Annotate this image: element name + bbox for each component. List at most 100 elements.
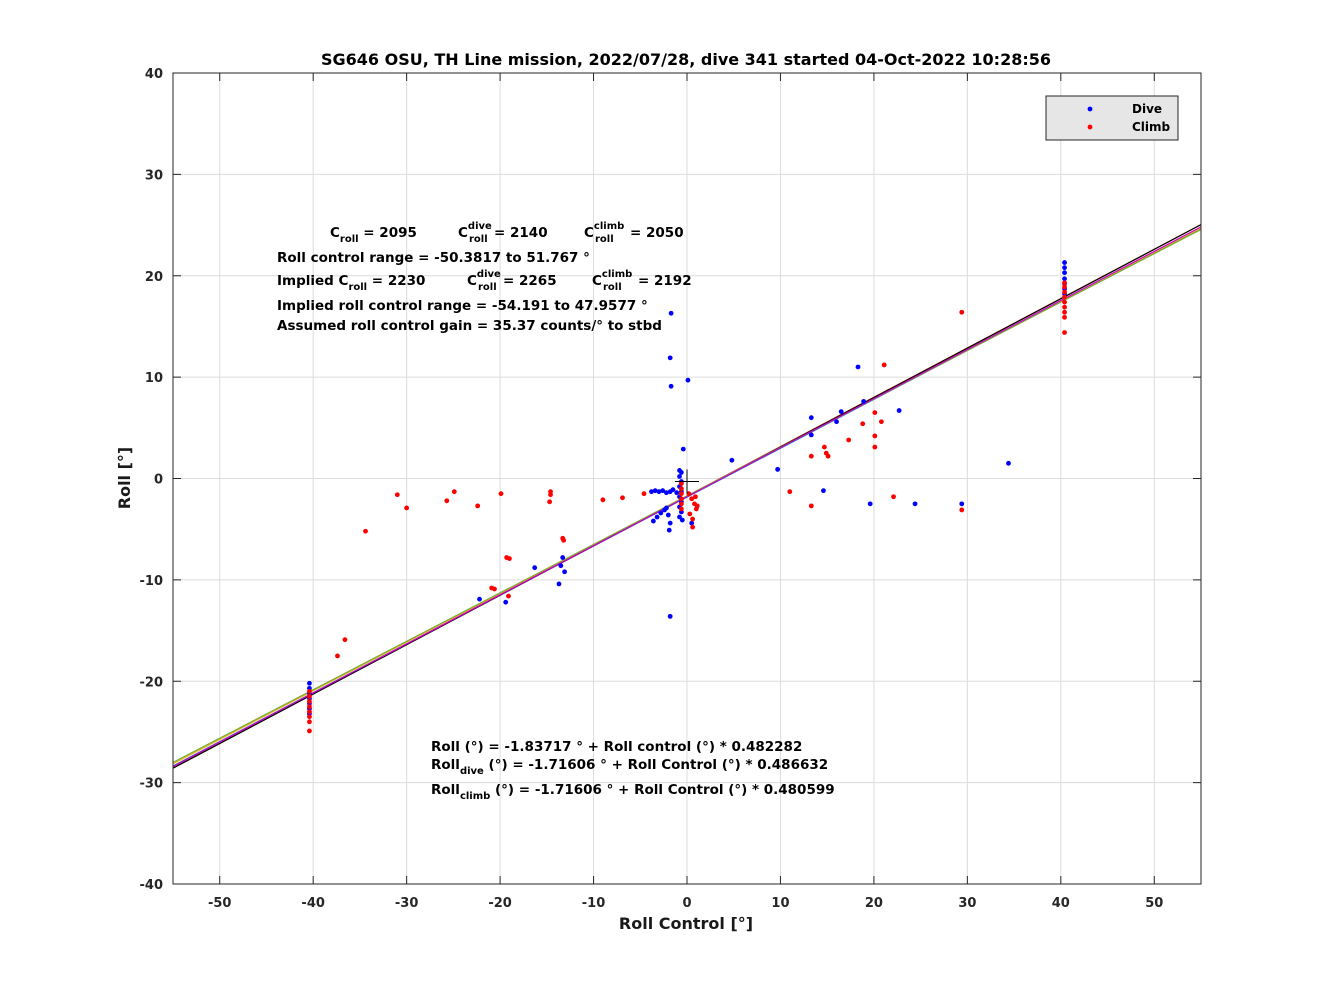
c-roll-dive-value: = 2140 [494, 225, 548, 241]
implied-c-roll-climb-value: = 2192 [638, 273, 692, 289]
y-tick-label: 30 [145, 168, 163, 183]
x-tick-label: 30 [958, 896, 976, 911]
climb-point [1062, 294, 1067, 300]
dive-point [667, 613, 673, 619]
climb-point [678, 491, 684, 497]
c-roll-dive-annotation: Cdive [458, 221, 492, 241]
climb-point [506, 593, 511, 599]
climb-point [307, 699, 312, 704]
climb-point [825, 453, 831, 459]
dive-point [680, 446, 686, 452]
climb-point [1062, 314, 1067, 320]
fit-line [172, 228, 1202, 763]
y-tick-label: 20 [145, 270, 163, 285]
dive-point [821, 488, 826, 494]
climb-point [451, 489, 457, 495]
y-tick-label: 40 [145, 67, 163, 82]
climb-point [620, 495, 625, 501]
dive-point [656, 489, 662, 495]
plot-area: -50 -40 -30 -20 -10 0 10 20 30 40 50 -40 -30 -20 -10 0 1… [140, 67, 1202, 911]
climb-point [821, 444, 827, 450]
dive-point [838, 409, 844, 414]
x-tick-label: -30 [395, 896, 419, 911]
climb-point [959, 309, 965, 315]
climb-point [363, 528, 368, 534]
climb-point [335, 653, 340, 659]
climb-point [507, 556, 512, 561]
fit-line [172, 226, 1202, 768]
climb-point [678, 486, 684, 492]
climb-point [891, 494, 896, 500]
dive-point [503, 599, 509, 605]
fit-lines [172, 224, 1202, 769]
climb-point [1062, 289, 1067, 295]
y-tick-label: -20 [140, 675, 164, 690]
x-tick-label: -50 [208, 896, 232, 911]
legend-climb-label: Climb [1132, 120, 1171, 134]
ticks: -50 -40 -30 -20 -10 0 10 20 30 40 50 -40 -30 -20 -10 0 1… [140, 67, 1201, 911]
climb-point [600, 497, 606, 503]
y-axis-label: Roll [°] [115, 447, 134, 509]
dive-point [689, 520, 695, 526]
implied-c-roll: Implied Croll = 2230 [277, 273, 425, 293]
dive-point [896, 408, 902, 413]
dive-point [664, 490, 669, 496]
dive-point [558, 563, 564, 569]
climb-point [687, 511, 693, 517]
climb-point [846, 437, 852, 443]
dive-point [855, 364, 861, 370]
climb-point [689, 496, 695, 502]
roll-control-range: Roll control range = -50.3817 to 51.767 … [277, 250, 590, 266]
climb-point [808, 453, 814, 459]
climb-point [548, 492, 553, 498]
dive-point [729, 457, 735, 463]
climb-point [686, 491, 692, 497]
climb-point [394, 492, 400, 498]
climb-point [1062, 280, 1067, 286]
dive-point [685, 377, 691, 383]
dive-point [861, 399, 867, 404]
x-tick-label: -10 [582, 896, 606, 911]
dive-point [668, 310, 674, 316]
climb-point [307, 688, 312, 694]
climb-point [307, 704, 312, 709]
climb-point [404, 505, 410, 511]
dive-point [477, 596, 482, 602]
dive-point [665, 512, 671, 518]
climb-point [444, 498, 450, 504]
climb-point [1062, 309, 1067, 315]
fit-equations: Roll (°) = -1.83717 ° + Roll control (°)… [431, 739, 835, 802]
dive-point [959, 501, 965, 507]
legend-climb-marker [1087, 124, 1093, 130]
dive-point [678, 470, 684, 475]
dive-point [667, 355, 673, 361]
climb-point [787, 489, 793, 495]
climb-point [547, 499, 553, 505]
calibration-annotations: Croll = 2095 Cdive roll = 2140 Cclimb ro… [277, 221, 692, 334]
climb-point [690, 524, 696, 530]
climb-point [693, 494, 698, 500]
dive-point [834, 419, 839, 425]
dive-point [532, 565, 538, 571]
fit-equation-climb: Rollclimb (°) = -1.71606 ° + Roll Contro… [431, 782, 835, 802]
dive-point [667, 520, 673, 526]
dive-point [677, 514, 682, 520]
roll-control-gain: Assumed roll control gain = 35.37 counts… [277, 318, 662, 334]
x-tick-label: 40 [1052, 896, 1070, 911]
implied-c-roll-dive-value: = 2265 [503, 273, 557, 289]
y-tick-label: 0 [154, 473, 163, 488]
climb-point [1062, 304, 1067, 310]
dive-point [1062, 265, 1067, 271]
implied-c-roll-climb-rest: roll [603, 282, 622, 293]
dive-point [677, 474, 682, 479]
climb-point [678, 501, 684, 507]
climb-point [678, 496, 684, 502]
c-roll-annotation: Croll = 2095 [330, 225, 417, 245]
climb-point [307, 728, 312, 734]
dive-point [668, 383, 674, 389]
climb-point [694, 503, 700, 509]
dive-point [1062, 270, 1067, 276]
climb-point [307, 714, 312, 720]
climb-point [860, 421, 866, 427]
implied-c-roll-climb: Cclimb [592, 269, 632, 289]
